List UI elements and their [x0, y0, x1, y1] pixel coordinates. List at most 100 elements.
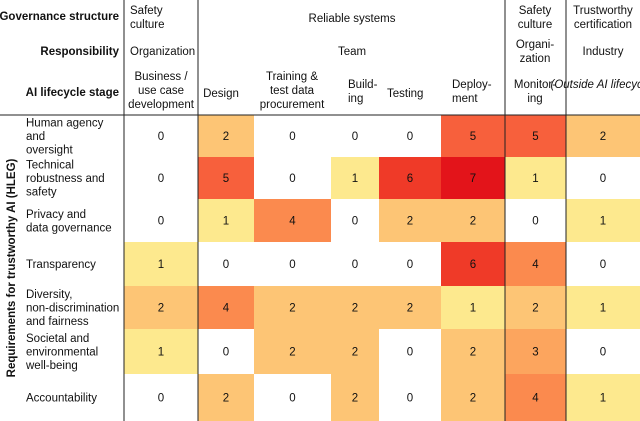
header-ai-lifecycle-stage-label: AI lifecycle stage: [26, 87, 119, 99]
cell-value-label: 2: [470, 393, 476, 405]
heatmap-cell: [198, 374, 254, 421]
cell-value-label: 5: [470, 131, 476, 143]
cell-value-label: 0: [289, 393, 295, 405]
column-header-label: Deploy-ment: [452, 79, 492, 105]
heatmap-cell: [254, 115, 331, 157]
cell-value-label: 0: [158, 173, 164, 185]
cell-value-label: 6: [407, 173, 413, 185]
cell-value-label: 6: [470, 259, 476, 271]
header-governance-structure-label: Governance structure: [0, 11, 119, 23]
responsibility-group-label: Industry: [583, 46, 624, 58]
heatmap-cell: [331, 242, 379, 286]
heatmap-cell: [566, 329, 640, 374]
heatmap-cell: [254, 286, 331, 329]
heatmap-cell: [254, 199, 331, 242]
responsibility-group-label: Organi-zation: [516, 39, 555, 65]
cell-value-label: 5: [223, 173, 229, 185]
heatmap-cell: [331, 199, 379, 242]
row-label: Diversity, non-discrimination and fairness: [26, 289, 119, 328]
heatmap-cell: [331, 374, 379, 421]
governance-group-label: Trustworthy certification: [573, 5, 633, 31]
cell-value-label: 0: [223, 259, 229, 271]
column-header-label: Testing: [387, 88, 423, 100]
cell-value-label: 1: [600, 303, 606, 315]
cell-value-label: 1: [158, 347, 164, 359]
cell-value-label: 0: [352, 216, 358, 228]
cell-value-label: 0: [289, 173, 295, 185]
cell-value-label: 0: [352, 259, 358, 271]
heatmap-cell: [124, 115, 198, 157]
cell-value-label: 2: [352, 393, 358, 405]
heatmap-cell: [441, 199, 505, 242]
cell-value-label: 0: [407, 131, 413, 143]
cell-value-label: 0: [223, 347, 229, 359]
column-header-label: Business / use case development: [128, 71, 195, 111]
cell-value-label: 0: [289, 131, 295, 143]
heatmap-cell: [441, 286, 505, 329]
heatmap-cell: [124, 199, 198, 242]
heatmap-cell: [331, 157, 379, 199]
heatmap-cell: [124, 242, 198, 286]
cell-value-label: 2: [158, 303, 164, 315]
heatmap-cell: [198, 157, 254, 199]
cell-value-label: 4: [532, 259, 539, 271]
heatmap-cell: [379, 157, 441, 199]
cell-value-label: 2: [600, 131, 606, 143]
heatmap-cell: [379, 286, 441, 329]
heatmap-cell: [505, 199, 566, 242]
header-responsibility-label: Responsibility: [40, 46, 119, 58]
heatmap-cell: [566, 157, 640, 199]
column-header-label: Monitor-ing: [514, 79, 556, 105]
heatmap-cell: [331, 329, 379, 374]
cell-value-label: 1: [158, 259, 164, 271]
heatmap-cell: [441, 329, 505, 374]
heatmap-cell: [124, 374, 198, 421]
heatmap-cell: [566, 115, 640, 157]
row-label: Societal and environmental well-being: [25, 333, 98, 372]
cell-value-label: 0: [158, 216, 164, 228]
cell-value-label: 4: [289, 216, 296, 228]
cell-value-label: 0: [407, 347, 413, 359]
heatmap-cell: [254, 242, 331, 286]
row-label: Accountability: [26, 393, 97, 405]
governance-group-label: Reliable systems: [309, 13, 396, 25]
cell-value-label: 0: [600, 173, 606, 185]
cell-value-label: 2: [470, 216, 476, 228]
heatmap-cell: [254, 157, 331, 199]
heatmap-cell: [441, 242, 505, 286]
heatmap-cell: [505, 329, 566, 374]
cell-value-label: 0: [352, 131, 358, 143]
heatmap-cell: [379, 242, 441, 286]
cell-value-label: 2: [289, 303, 295, 315]
cell-value-label: 1: [470, 303, 476, 315]
heatmap-cell: [124, 286, 198, 329]
cell-value-label: 0: [158, 393, 164, 405]
cell-value-label: 4: [532, 393, 539, 405]
heatmap-cell: [254, 329, 331, 374]
governance-group-label: Safety culture: [518, 5, 553, 31]
heatmap-cell: [505, 157, 566, 199]
cell-value-label: 7: [470, 173, 476, 185]
cell-value-label: 4: [223, 303, 230, 315]
column-header-label: Training & test data procurement: [260, 71, 325, 111]
row-label: Privacy and data governance: [26, 209, 112, 235]
heatmap-cell: [566, 286, 640, 329]
cell-value-label: 1: [532, 173, 538, 185]
heatmap-cell: [441, 115, 505, 157]
heatmap-cell: [198, 115, 254, 157]
heatmap-cell: [566, 199, 640, 242]
cell-value-label: 0: [158, 131, 164, 143]
cell-value-label: 2: [352, 347, 358, 359]
cell-value-label: 2: [289, 347, 295, 359]
cell-value-label: 1: [600, 393, 606, 405]
row-label: Technical robustness and safety: [26, 160, 105, 199]
cell-value-label: 5: [532, 131, 538, 143]
cell-value-label: 2: [407, 303, 413, 315]
responsibility-group-label: Organization: [130, 46, 195, 58]
heatmap-cell: [124, 157, 198, 199]
responsibility-group-label: Team: [338, 46, 366, 58]
cell-value-label: 1: [223, 216, 229, 228]
